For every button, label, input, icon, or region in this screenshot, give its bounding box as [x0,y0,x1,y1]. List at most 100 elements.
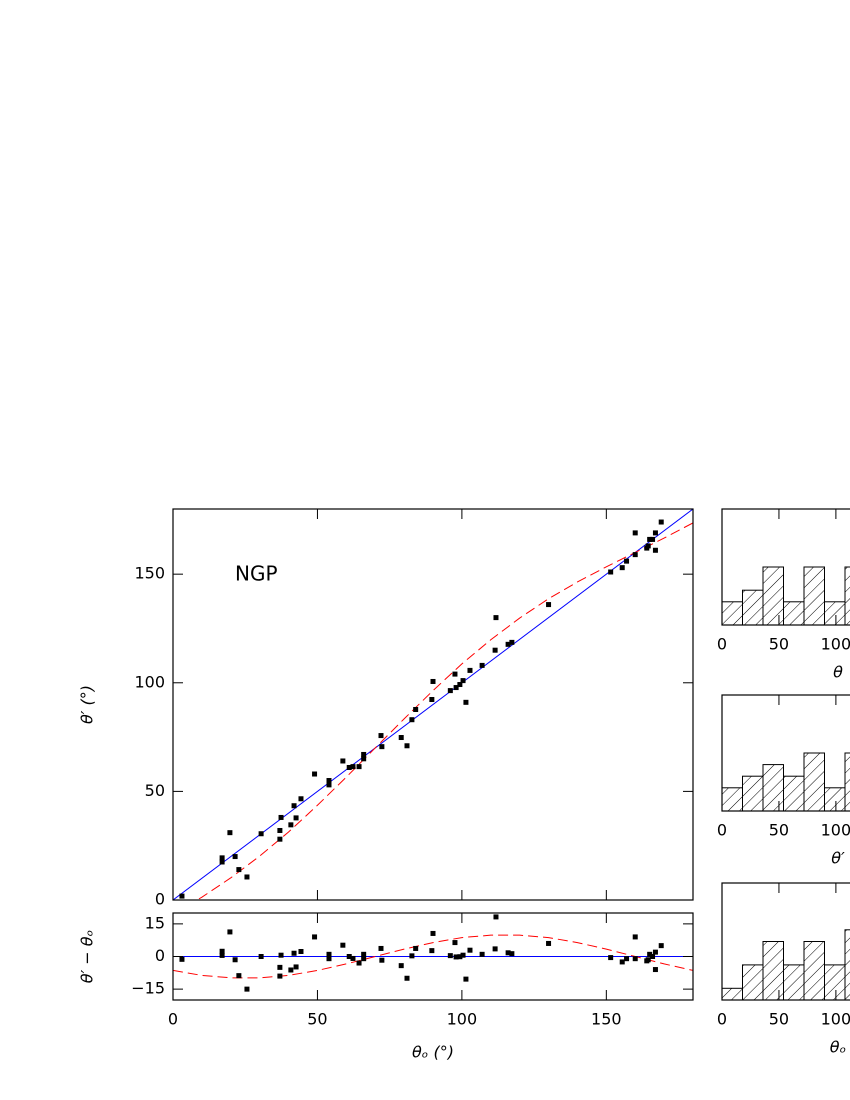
data-point [340,758,346,764]
y-tick-label: 0 [155,890,165,909]
plot-area [722,566,850,625]
histogram-bar [722,601,743,625]
data-point [361,756,367,762]
data-point [378,733,384,739]
histogram-bar [824,964,846,1000]
data-point [463,976,469,982]
data-point [463,699,469,705]
data-point [404,975,410,981]
histogram-bar [722,987,743,1000]
histogram-bar [762,764,784,811]
data-point [291,950,297,956]
fit-line [173,934,693,979]
data-point [632,956,638,962]
data-point [658,519,664,525]
data-point [453,954,459,960]
data-point [650,954,656,959]
data-point [409,717,415,723]
data-point [232,854,238,860]
data-point [493,615,499,621]
data-point [219,859,225,865]
data-point [379,744,385,750]
data-point [413,706,419,712]
y-tick-label: 0 [155,946,165,965]
data-point [624,558,630,564]
data-point [227,929,233,935]
data-point [350,955,356,961]
annotation: NGP [235,562,278,586]
y-axis-label: θ′ (°) [78,685,97,724]
data-point [509,951,515,957]
data-point [608,569,614,575]
data-point [236,867,242,873]
data-point [219,948,225,954]
y-tick-label: 150 [134,564,165,583]
x-axis-label: θ [833,663,843,682]
data-point [652,547,658,553]
data-point [227,830,233,836]
data-point [479,951,485,957]
x-axis-label: θₒ (°) [412,1043,454,1062]
data-point [429,948,435,954]
data-point [312,771,318,777]
data-point [258,831,264,837]
data-point [379,957,385,963]
data-point [298,796,304,802]
data-point [645,543,651,549]
data-point [291,803,297,809]
histogram-bar [742,775,764,811]
data-point [326,782,332,788]
data-point [647,951,653,957]
data-point [619,959,625,965]
data-point [452,671,458,677]
data-point [658,943,664,949]
x-tick-label: 100 [821,1010,850,1029]
data-point [404,743,410,749]
histogram-bar [783,775,805,811]
x-tick-label: 100 [447,1010,478,1029]
data-point [346,954,352,959]
data-point [632,552,638,558]
data-point [652,530,658,536]
x-axis-label: θ′ [831,849,845,868]
data-point [219,952,225,958]
axes-frame [172,508,694,901]
data-point [293,815,299,821]
y-tick-label: −15 [131,979,165,998]
data-point [244,986,250,992]
x-tick-label: 50 [769,635,789,654]
data-point [179,893,185,899]
data-point [492,946,498,952]
data-point [429,697,435,703]
data-point [650,536,656,542]
data-point [378,945,384,951]
x-tick-label: 0 [717,1010,727,1029]
histogram-bar [824,787,846,811]
data-point [236,973,242,979]
axes-frame [172,912,694,1001]
axes-frame [721,508,850,626]
plot-area [722,929,850,1000]
x-tick-label: 0 [717,635,727,654]
histogram-bar [762,566,784,625]
data-point [346,764,352,770]
data-point [288,967,294,973]
data-point [340,942,346,948]
data-point [467,947,473,953]
histogram-bar [762,941,784,1000]
data-point [278,952,284,958]
data-point [492,647,498,653]
y-tick-label: 15 [145,913,165,932]
data-point [398,735,404,741]
data-point [608,955,614,961]
data-point [505,641,511,647]
data-point [546,602,552,608]
x-axis-label: θₒ [830,1038,846,1057]
data-point [312,934,318,940]
data-point [258,954,264,959]
y-axis-label: θ′ − θₒ [78,930,97,983]
data-point [326,956,332,962]
data-point [509,639,515,645]
axes-frame [721,694,850,812]
y-tick-label: 50 [145,781,165,800]
